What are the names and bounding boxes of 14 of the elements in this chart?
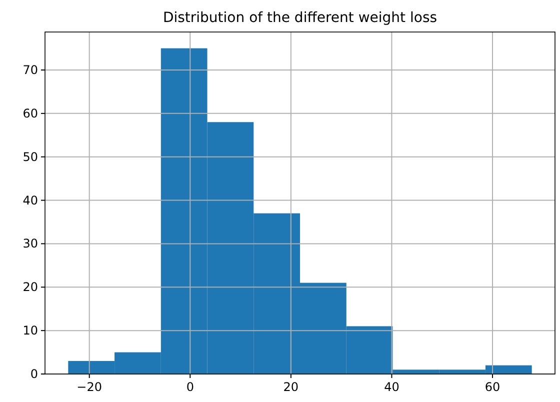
y-tick-label: 20 [22, 280, 38, 294]
y-tick-label: 0 [30, 367, 38, 381]
x-tick-label: 40 [384, 380, 400, 394]
y-tick-label: 40 [22, 193, 38, 208]
y-tick-label: 60 [22, 106, 38, 120]
x-tick-label: 60 [484, 380, 500, 394]
y-tick-label: 10 [22, 324, 38, 338]
x-tick-label: 0 [186, 380, 194, 394]
y-tick-label: 30 [22, 236, 38, 251]
y-tick-label: 70 [22, 63, 38, 77]
x-tick-label: −20 [76, 380, 102, 394]
x-tick-label: 20 [283, 380, 299, 394]
y-tick-label: 50 [22, 150, 38, 164]
chart-title: Distribution of the different weight loss [162, 10, 438, 26]
